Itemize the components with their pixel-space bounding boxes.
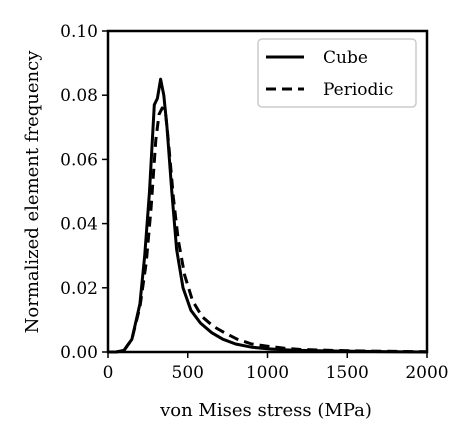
x-tick-label: 0 bbox=[103, 363, 114, 383]
plot-area: 0 500 1000 1500 2000 0.00 0.02 0.04 0.06 0.08 0.10 bbox=[60, 22, 448, 383]
y-tick-label: 0.10 bbox=[60, 22, 98, 42]
y-tick-label: 0.08 bbox=[60, 86, 98, 106]
x-tick-label: 1000 bbox=[246, 363, 289, 383]
x-axis-label: von Mises stress (MPa) bbox=[159, 400, 372, 421]
y-tick-label: 0.06 bbox=[60, 150, 98, 170]
x-tick-label: 2000 bbox=[405, 363, 448, 383]
x-tick-label: 500 bbox=[172, 363, 204, 383]
legend: Cube Periodic bbox=[257, 38, 417, 108]
series-line-periodic bbox=[108, 106, 428, 354]
y-tick-label: 0.04 bbox=[60, 215, 98, 235]
series-line-cube bbox=[108, 77, 428, 354]
y-tick-label: 0.00 bbox=[60, 343, 98, 363]
y-tick-label: 0.02 bbox=[60, 279, 98, 299]
y-axis-label: Normalized element frequency bbox=[22, 50, 43, 334]
legend-label-periodic: Periodic bbox=[323, 80, 393, 100]
legend-label-cube: Cube bbox=[323, 48, 368, 68]
x-tick-label: 1500 bbox=[326, 363, 369, 383]
